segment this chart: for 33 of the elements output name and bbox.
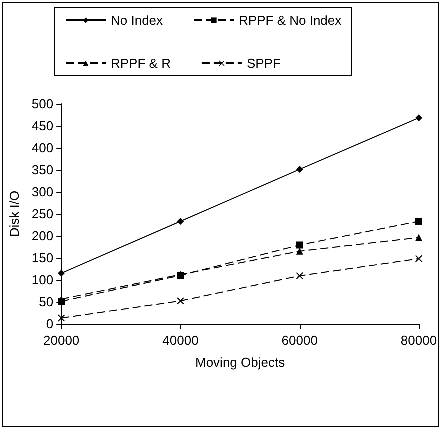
x-tick-label: 80000: [400, 333, 438, 348]
point: [296, 272, 304, 280]
y-tick-label: 250: [32, 206, 54, 222]
y-tick-label: 0: [46, 316, 54, 332]
point: [416, 218, 422, 225]
legend-label: RPPF & R: [111, 56, 171, 71]
y-tick-label: 400: [32, 140, 54, 156]
y-tick-label: 350: [32, 162, 54, 178]
point: [296, 166, 304, 174]
x-tick-label: 40000: [162, 333, 199, 348]
y-tick-label: 150: [32, 250, 54, 266]
point: [416, 114, 422, 122]
point: [296, 242, 304, 249]
y-tick-label: 100: [32, 272, 54, 288]
x-tick-label: 20000: [44, 333, 80, 348]
y-tick-label: 50: [39, 294, 54, 310]
point: [296, 248, 304, 255]
y-tick-label: 500: [32, 96, 54, 112]
y-tick-label: 450: [32, 118, 54, 134]
legend-label: SPPF: [246, 56, 281, 71]
y-axis-title: Disk I/O: [7, 190, 22, 238]
point: [177, 298, 184, 305]
point: [416, 255, 422, 262]
legend-label: No Index: [111, 13, 164, 28]
legend-label: RPPF & No Index: [239, 13, 342, 28]
x-tick-label: 60000: [282, 333, 318, 348]
point: [58, 270, 66, 277]
point: [177, 218, 184, 225]
y-tick-label: 300: [32, 184, 54, 200]
x-axis-title: Moving Objects: [196, 355, 286, 370]
y-tick-label: 200: [32, 228, 54, 244]
point: [58, 314, 66, 322]
point: [416, 234, 422, 242]
